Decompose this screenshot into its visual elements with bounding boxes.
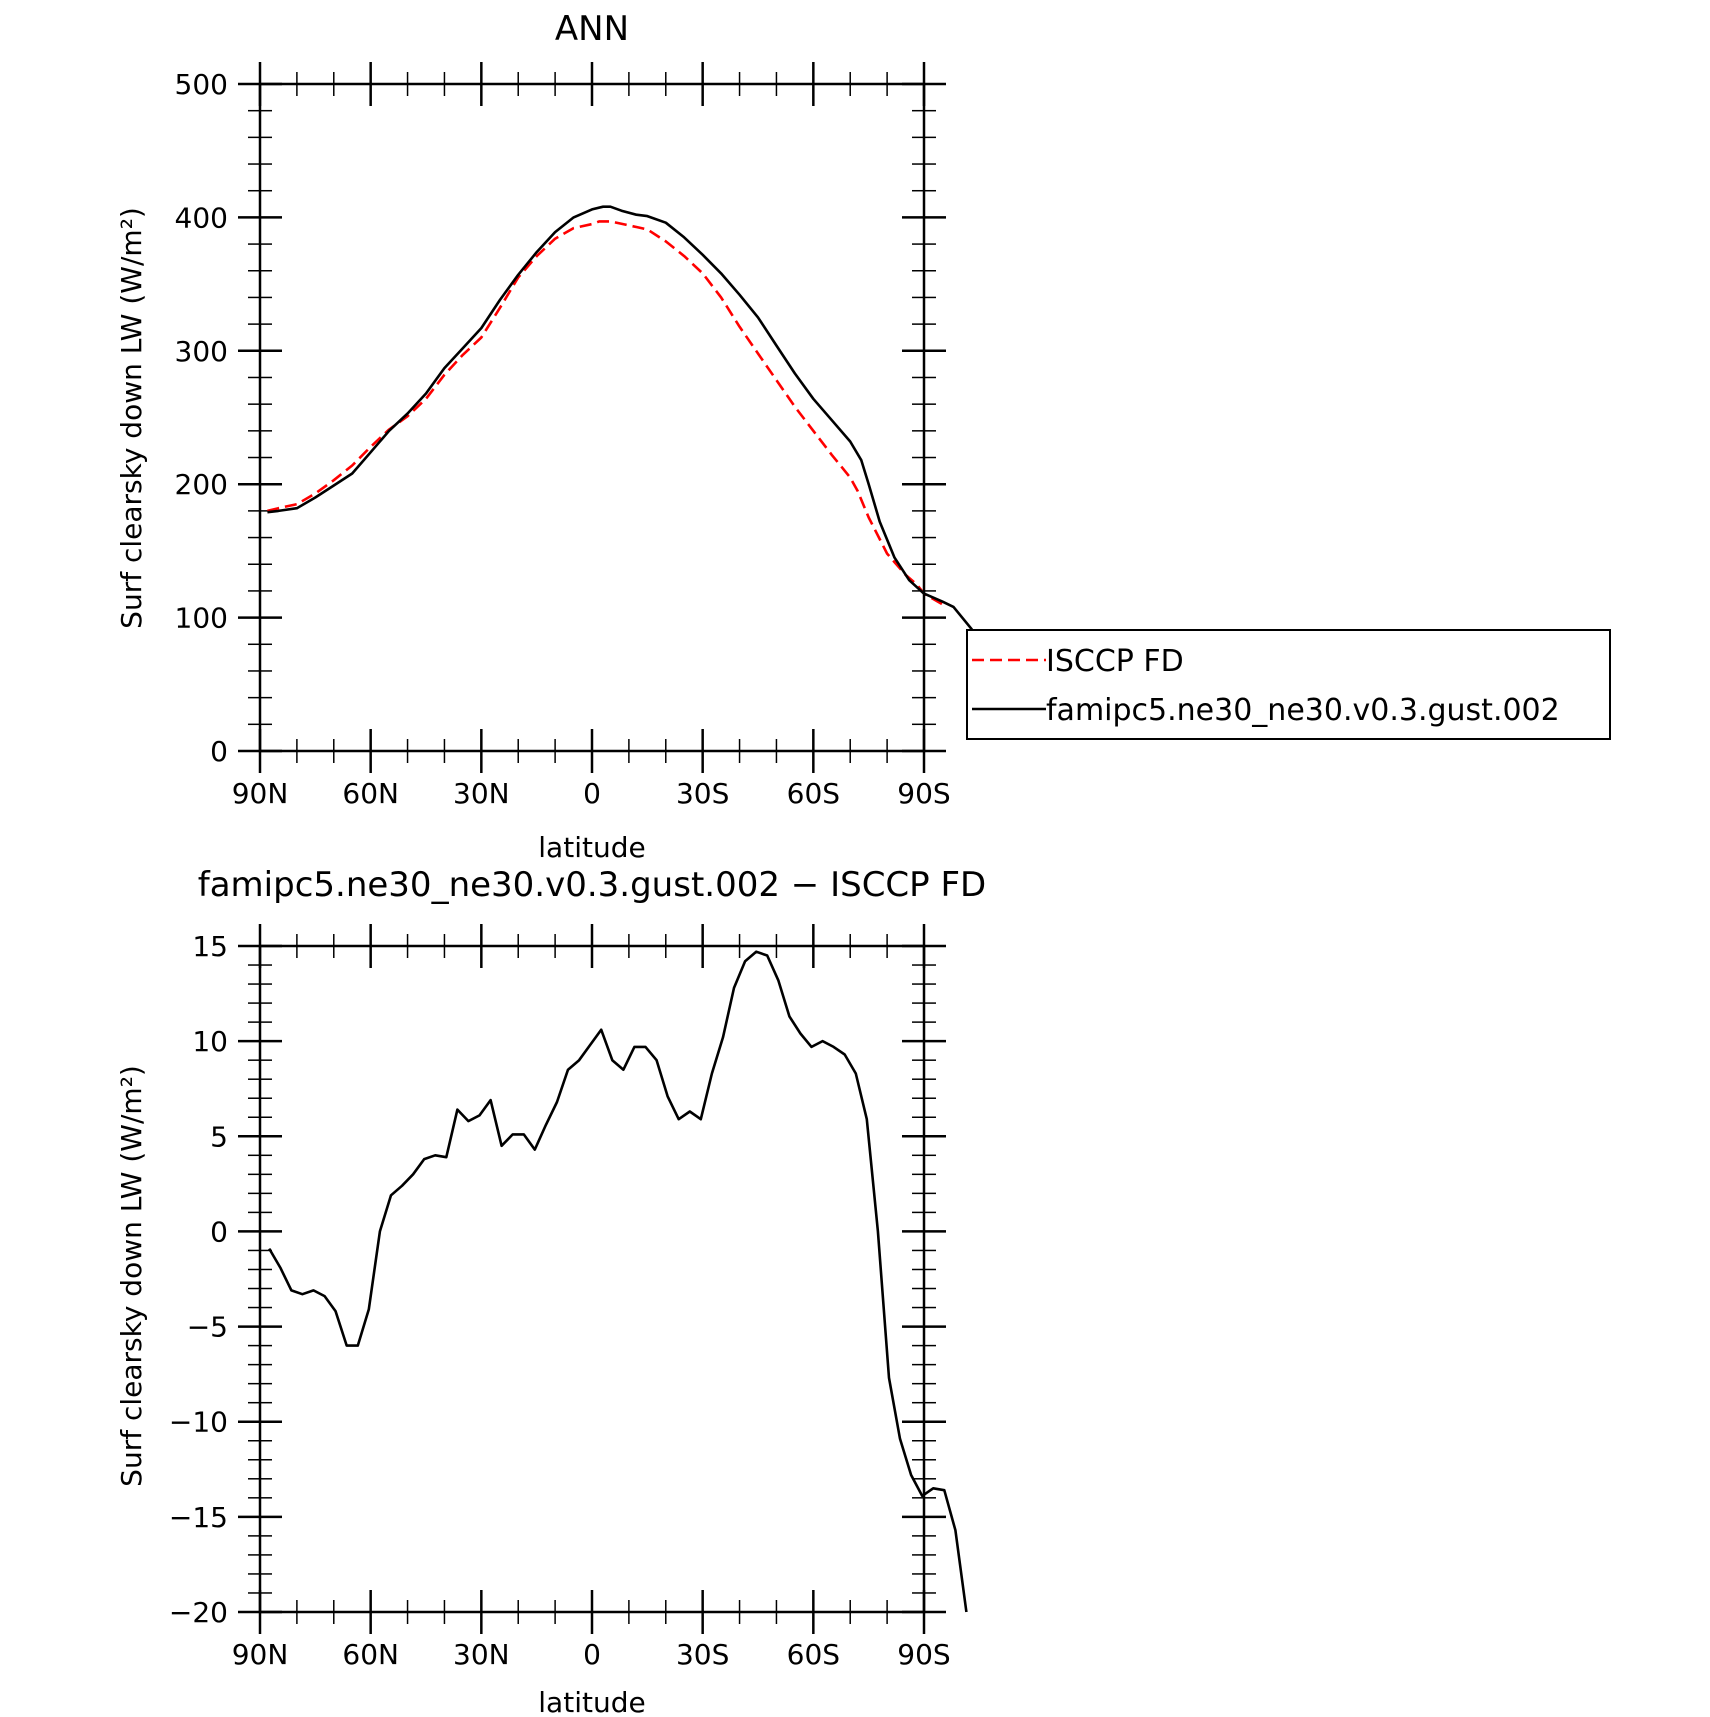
top-y-axis-label: Surf clearsky down LW (W/m²) [115, 207, 148, 629]
legend-box [966, 629, 1611, 740]
bottom-x-tick-label: 0 [583, 1638, 601, 1671]
top-x-tick-label: 60N [342, 777, 399, 810]
top-y-tick-label: 0 [210, 735, 228, 768]
top-chart-title: ANN [555, 9, 629, 49]
top-x-tick-label: 90N [232, 777, 289, 810]
bottom-panel: famipc5.ne30_ne30.v0.3.gust.002 − ISCCP … [115, 865, 986, 1717]
top-y-tick-label: 300 [175, 335, 228, 368]
top-series-line-0 [267, 220, 944, 606]
bottom-x-tick-label: 90N [232, 1638, 289, 1671]
bottom-x-axis-label: latitude [538, 1686, 645, 1717]
bottom-series-group [268, 950, 968, 1613]
top-minor-ticks [248, 72, 936, 763]
legend-label-isccp: ISCCP FD [1046, 644, 1184, 679]
top-series-line-1 [267, 205, 974, 631]
top-major-ticks [238, 62, 946, 773]
top-panel: ANN 0 100 200 300 400 500 90N 60N 30N 0 30S 60S 90S… [115, 9, 1611, 864]
top-y-tick-label: 400 [175, 201, 228, 234]
bottom-series-line-0 [268, 950, 968, 1613]
bottom-y-tick-label: 5 [210, 1120, 228, 1153]
bottom-plot-frame [258, 944, 926, 1614]
bottom-y-tick-label: −20 [169, 1596, 228, 1629]
bottom-y-tick-labels: −20 −15 −10 −5 0 5 10 15 [169, 930, 228, 1629]
bottom-x-tick-label: 60N [342, 1638, 399, 1671]
bottom-x-tick-labels: 90N 60N 30N 0 30S 60S 90S [232, 1638, 951, 1671]
top-x-tick-label: 30N [453, 777, 510, 810]
top-y-tick-label: 200 [175, 468, 228, 501]
bottom-chart-title: famipc5.ne30_ne30.v0.3.gust.002 − ISCCP … [198, 865, 986, 905]
bottom-y-tick-label: 0 [210, 1215, 228, 1248]
top-x-axis-label: latitude [538, 831, 645, 864]
top-x-tick-label: 30S [676, 777, 729, 810]
top-y-tick-label: 500 [175, 68, 228, 101]
bottom-y-tick-label: −10 [169, 1406, 228, 1439]
bottom-y-tick-label: −15 [169, 1501, 228, 1534]
top-y-tick-labels: 0 100 200 300 400 500 [175, 68, 228, 768]
bottom-x-tick-label: 30S [676, 1638, 729, 1671]
bottom-y-tick-label: 10 [192, 1025, 228, 1058]
top-x-tick-label: 0 [583, 777, 601, 810]
top-x-tick-labels: 90N 60N 30N 0 30S 60S 90S [232, 777, 951, 810]
bottom-x-tick-label: 60S [787, 1638, 840, 1671]
top-x-tick-label: 60S [787, 777, 840, 810]
top-series-group [267, 205, 974, 631]
legend-label-model: famipc5.ne30_ne30.v0.3.gust.002 [1046, 693, 1560, 728]
bottom-major-ticks [238, 924, 946, 1634]
bottom-x-tick-label: 90S [897, 1638, 950, 1671]
bottom-y-axis-label: Surf clearsky down LW (W/m²) [115, 1065, 148, 1487]
top-x-tick-label: 90S [897, 777, 950, 810]
top-y-tick-label: 100 [175, 602, 228, 635]
bottom-y-tick-label: 15 [192, 930, 228, 963]
bottom-x-tick-label: 30N [453, 1638, 510, 1671]
legend: ISCCP FD famipc5.ne30_ne30.v0.3.gust.002 [966, 629, 1611, 740]
bottom-minor-ticks [248, 934, 936, 1624]
bottom-y-tick-label: −5 [187, 1311, 228, 1344]
top-plot-frame [258, 82, 926, 753]
